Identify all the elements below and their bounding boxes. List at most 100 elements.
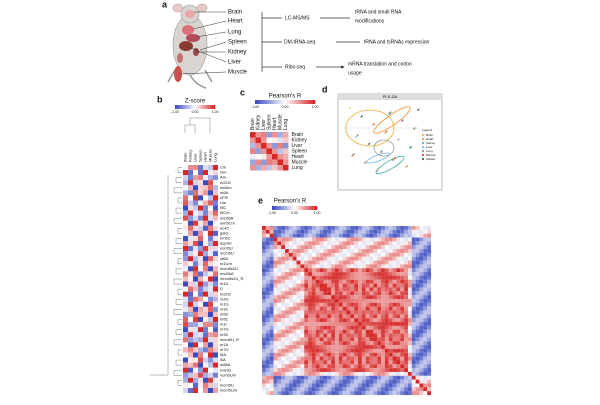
heatmap-cell — [365, 264, 370, 269]
heatmap-cell — [354, 360, 359, 365]
heatmap-cell — [400, 337, 405, 342]
heatmap-cell — [183, 357, 188, 363]
heatmap-cell — [265, 233, 270, 238]
heatmap-cell — [273, 341, 278, 346]
heatmap-cell — [365, 272, 370, 276]
heatmap-cell — [346, 356, 351, 361]
heatmap-cell — [269, 268, 274, 273]
heatmap-cell — [334, 295, 339, 300]
heatmap-cell — [423, 325, 428, 330]
heatmap-cell — [400, 325, 405, 330]
heatmap-cell — [427, 337, 432, 342]
heatmap-cell — [331, 306, 336, 311]
heatmap-cell — [262, 295, 266, 300]
heatmap-cell — [311, 302, 316, 307]
heatmap-cell — [377, 310, 382, 315]
heatmap-cell — [342, 272, 347, 276]
heatmap-cell — [188, 332, 193, 338]
heatmap-cell — [404, 348, 409, 353]
heatmap-cell — [342, 348, 347, 353]
heatmap-cell — [296, 387, 301, 392]
heatmap-cell — [381, 241, 385, 246]
heatmap-cell — [358, 260, 362, 265]
heatmap-cell — [300, 229, 305, 234]
heatmap-cell — [285, 249, 289, 253]
heatmap-cell — [342, 260, 347, 265]
heatmap-cell — [265, 368, 270, 373]
heatmap-cell — [388, 348, 393, 353]
heatmap-cell — [407, 310, 412, 315]
colorbar-cell — [284, 206, 286, 210]
heatmap-cell — [269, 287, 274, 292]
heatmap-cell — [427, 264, 432, 269]
heatmap-cell — [419, 375, 424, 380]
heatmap-cell — [323, 383, 328, 388]
heatmap-cell — [213, 165, 218, 171]
heatmap-cell — [203, 230, 208, 236]
heatmap-cell — [427, 245, 432, 250]
colorbar-cell — [294, 206, 297, 210]
heatmap-cell — [338, 283, 343, 288]
heatmap-cell — [315, 322, 320, 326]
heatmap-cell — [193, 347, 198, 353]
heatmap-cell — [288, 345, 293, 349]
heatmap-cell — [288, 371, 293, 376]
heatmap-cell — [288, 295, 293, 300]
heatmap-cell — [269, 371, 274, 376]
heatmap-cell — [262, 279, 266, 284]
heatmap-cell — [281, 291, 286, 296]
heatmap-cell — [427, 387, 432, 392]
heatmap-cell — [415, 379, 420, 384]
heatmap-cell — [396, 345, 401, 349]
colorbar-cell — [257, 100, 260, 104]
heatmap-cell — [269, 295, 274, 300]
heatmap-cell — [411, 291, 416, 296]
heatmap-cell — [261, 154, 267, 160]
heatmap-cell — [369, 341, 374, 346]
heatmap-cell — [311, 279, 316, 284]
heatmap-cell — [183, 241, 188, 247]
heatmap-cell — [208, 170, 213, 176]
heatmap-cell — [411, 364, 416, 369]
heatmap-cell — [193, 200, 198, 206]
heatmap-cell — [346, 295, 351, 300]
heatmap-cell — [213, 210, 218, 216]
heatmap-cell — [208, 352, 213, 358]
heatmap-cell — [331, 237, 336, 242]
heatmap-cell — [423, 249, 428, 253]
heatmap-cell — [281, 306, 286, 311]
heatmap-cell — [338, 249, 343, 253]
heatmap-cell — [411, 325, 416, 330]
heatmap-cell — [350, 252, 355, 257]
heatmap-cell — [273, 314, 278, 319]
heatmap-cell — [327, 325, 332, 330]
heatmap-cell — [188, 342, 193, 348]
heatmap-cell — [281, 268, 286, 273]
heatmap-cell — [407, 356, 412, 361]
colorbar-cell — [197, 105, 200, 109]
heatmap-cell — [281, 237, 286, 242]
heatmap-cell — [404, 272, 409, 276]
heatmap-cell — [273, 364, 278, 369]
heatmap-cell — [384, 352, 389, 357]
heatmap-cell — [213, 332, 218, 338]
heatmap-cell — [323, 371, 328, 376]
heatmap-cell — [392, 279, 397, 284]
point — [392, 159, 394, 161]
heatmap-cell — [384, 279, 389, 284]
heatmap-cell — [404, 298, 409, 303]
point — [360, 116, 362, 118]
heatmap-cell — [285, 387, 289, 392]
heatmap-cell — [358, 279, 362, 284]
heatmap-cell — [273, 229, 278, 234]
heatmap-cell — [354, 264, 359, 269]
heatmap-cell — [272, 148, 278, 154]
heatmap-cell — [193, 271, 198, 277]
heatmap-cell — [288, 310, 293, 315]
colorbar-cell — [265, 100, 268, 104]
heatmap-cell — [346, 352, 351, 357]
heatmap-cell — [292, 241, 297, 246]
heatmap-cell — [292, 295, 297, 300]
heatmap-cell — [272, 137, 278, 143]
heatmap-cell — [288, 298, 293, 303]
